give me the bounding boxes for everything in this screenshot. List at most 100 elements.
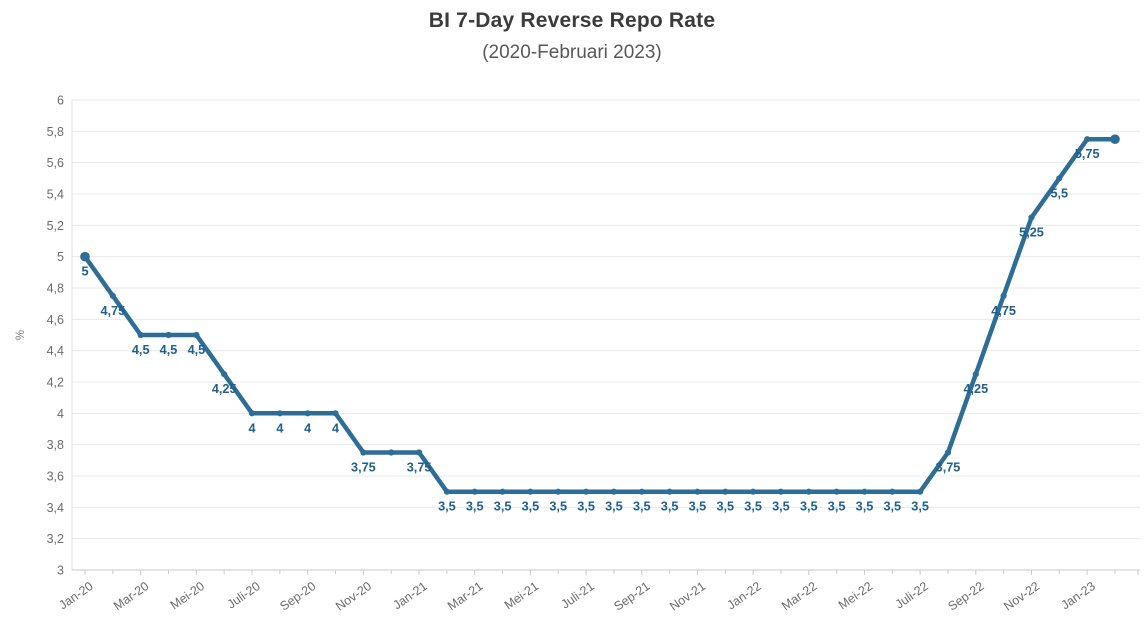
data-point-label: 5 bbox=[81, 265, 88, 279]
data-point-marker bbox=[137, 331, 144, 339]
data-point-marker bbox=[777, 488, 785, 495]
data-point-marker bbox=[248, 410, 256, 417]
data-point-label: 3,75 bbox=[351, 461, 376, 475]
data-point-label: 3,5 bbox=[605, 500, 623, 514]
x-tick-label: Mei-21 bbox=[502, 579, 541, 612]
y-tick-label: 4,4 bbox=[47, 344, 64, 358]
x-tick-label: Nov-20 bbox=[333, 579, 374, 614]
data-point-marker bbox=[165, 331, 172, 339]
data-point-marker bbox=[1028, 214, 1035, 221]
y-tick-label: 5 bbox=[57, 250, 64, 264]
data-point-marker bbox=[80, 251, 90, 262]
data-point-marker bbox=[722, 488, 729, 495]
data-point-label: 3,5 bbox=[689, 500, 707, 514]
y-tick-label: 4,6 bbox=[47, 313, 64, 327]
x-tick-label: Jan-23 bbox=[1059, 579, 1098, 612]
data-point-marker bbox=[610, 488, 618, 495]
data-point-marker bbox=[276, 410, 283, 417]
y-tick-label: 3 bbox=[57, 564, 64, 578]
data-point-label: 3,5 bbox=[828, 500, 846, 514]
data-point-marker bbox=[193, 331, 200, 339]
x-tick-label: Juli-22 bbox=[893, 579, 931, 612]
x-tick-label: Mar-22 bbox=[779, 579, 820, 613]
y-tick-label: 3,4 bbox=[47, 501, 64, 515]
x-tick-label: Sep-21 bbox=[611, 579, 652, 614]
y-tick-label: 3,8 bbox=[47, 438, 64, 452]
data-point-label: 5,5 bbox=[1050, 186, 1068, 200]
data-point-marker bbox=[1110, 134, 1120, 144]
data-point-marker bbox=[917, 488, 924, 495]
data-point-marker bbox=[416, 449, 423, 456]
data-point-marker bbox=[750, 488, 757, 495]
data-point-label: 3,75 bbox=[936, 461, 961, 475]
y-tick-label: 6 bbox=[57, 94, 64, 108]
x-tick-label: Nov-22 bbox=[1001, 579, 1042, 614]
data-point-marker bbox=[1084, 136, 1091, 143]
x-tick-label: Sep-22 bbox=[945, 579, 986, 614]
x-tick-label: Juli-20 bbox=[225, 579, 263, 612]
x-tick-label: Nov-21 bbox=[667, 579, 708, 614]
data-point-marker bbox=[1000, 292, 1007, 299]
data-point-label: 4,5 bbox=[132, 343, 150, 357]
y-tick-label: 3,6 bbox=[47, 470, 64, 484]
data-point-label: 5,75 bbox=[1075, 147, 1100, 161]
data-point-marker bbox=[694, 488, 701, 495]
x-tick-label: Juli-21 bbox=[559, 579, 597, 612]
chart-subtitle: (2020-Februari 2023) bbox=[482, 42, 662, 63]
data-point-label: 3,75 bbox=[407, 461, 432, 475]
data-point-marker bbox=[109, 292, 116, 299]
data-point-label: 3,5 bbox=[466, 500, 484, 514]
data-point-marker bbox=[944, 449, 952, 456]
x-tick-label: Jan-20 bbox=[56, 579, 95, 612]
data-point-label: 4,5 bbox=[160, 343, 178, 357]
data-point-label: 4 bbox=[304, 421, 311, 435]
data-point-marker bbox=[861, 488, 868, 495]
y-tick-label: 5,8 bbox=[47, 125, 64, 139]
data-point-marker bbox=[889, 488, 896, 495]
y-tick-label: 4,2 bbox=[47, 376, 64, 390]
data-point-marker bbox=[499, 488, 506, 495]
data-point-marker bbox=[666, 488, 673, 495]
y-axis-unit-label: % bbox=[15, 330, 27, 340]
data-point-label: 4,75 bbox=[991, 304, 1016, 318]
data-point-label: 4 bbox=[332, 421, 339, 435]
data-point-label: 3,5 bbox=[800, 500, 818, 514]
data-point-marker bbox=[388, 449, 395, 456]
x-tick-label: Jan-22 bbox=[724, 579, 763, 612]
x-tick-label: Mar-20 bbox=[111, 579, 152, 613]
data-point-marker bbox=[1056, 175, 1063, 182]
chart-title: BI 7-Day Reverse Repo Rate bbox=[428, 9, 716, 32]
y-tick-label: 5,6 bbox=[47, 156, 64, 170]
data-point-label: 4 bbox=[248, 421, 255, 435]
data-point-label: 3,5 bbox=[661, 500, 679, 514]
data-point-label: 3,5 bbox=[856, 500, 874, 514]
data-point-label: 4,25 bbox=[212, 382, 237, 396]
data-point-marker bbox=[638, 488, 645, 495]
data-point-marker bbox=[304, 410, 311, 417]
data-point-marker bbox=[360, 449, 367, 456]
data-point-marker bbox=[972, 371, 979, 378]
x-tick-label: Jan-21 bbox=[390, 579, 429, 612]
y-tick-label: 5,2 bbox=[47, 219, 64, 233]
data-point-label: 3,5 bbox=[744, 500, 762, 514]
data-point-label: 3,5 bbox=[772, 500, 790, 514]
data-point-label: 3,5 bbox=[494, 500, 512, 514]
x-tick-label: Sep-20 bbox=[277, 579, 318, 614]
data-point-label: 3,5 bbox=[438, 500, 456, 514]
data-point-label: 3,5 bbox=[522, 500, 540, 514]
x-tick-label: Mei-22 bbox=[836, 579, 875, 612]
y-tick-label: 4 bbox=[57, 407, 64, 421]
data-point-marker bbox=[471, 488, 478, 495]
data-point-label: 3,5 bbox=[911, 500, 929, 514]
y-tick-label: 3,2 bbox=[47, 532, 64, 546]
data-point-marker bbox=[443, 488, 450, 495]
data-point-marker bbox=[332, 410, 339, 417]
data-point-label: 3,5 bbox=[577, 500, 595, 514]
data-point-label: 3,5 bbox=[883, 500, 901, 514]
data-point-label: 5,25 bbox=[1019, 226, 1044, 240]
data-point-marker bbox=[527, 488, 534, 495]
y-tick-label: 5,4 bbox=[47, 188, 64, 202]
data-point-label: 3,5 bbox=[633, 500, 651, 514]
